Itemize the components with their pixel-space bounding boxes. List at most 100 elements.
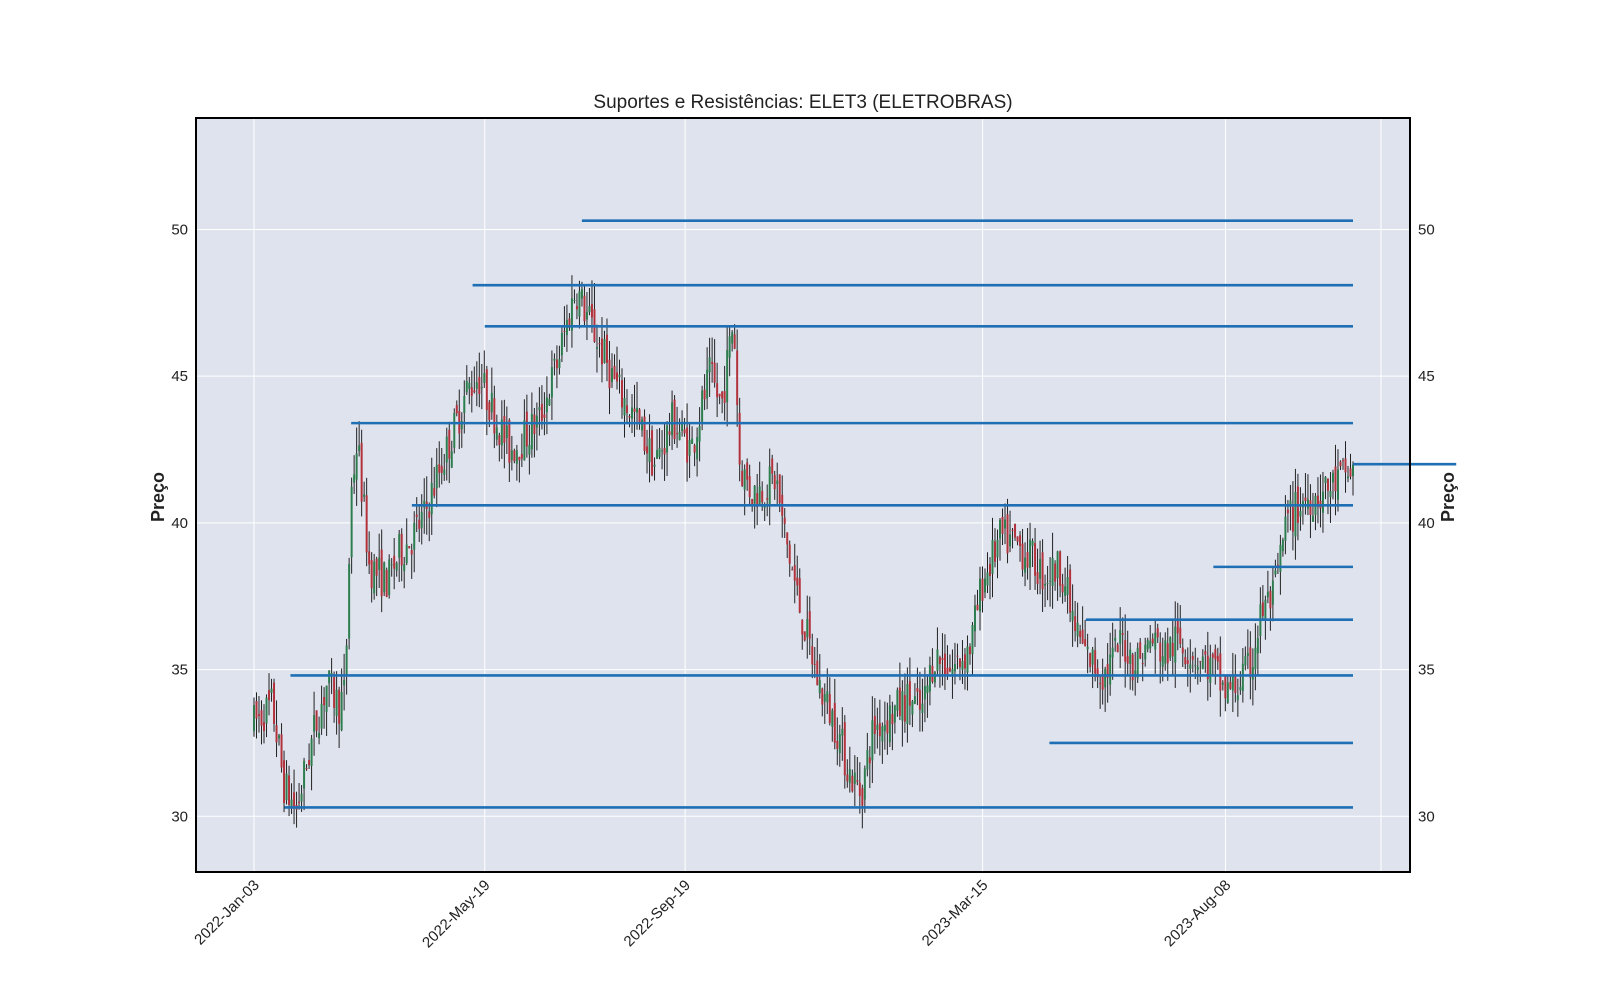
candle (1071, 584, 1074, 647)
chart-title: Suportes e Resistências: ELET3 (ELETROBR… (593, 92, 1012, 113)
candle (1024, 542, 1027, 587)
candle (881, 722, 884, 764)
candle (545, 376, 548, 435)
candle (906, 667, 909, 743)
candle (1061, 573, 1064, 604)
candle (1074, 600, 1077, 642)
candle (798, 568, 801, 614)
candle (921, 678, 924, 732)
candle (388, 554, 391, 599)
candle (348, 557, 351, 650)
candle (643, 409, 646, 455)
candle (613, 354, 616, 380)
candle (731, 330, 734, 352)
candle (796, 555, 799, 596)
candle (343, 653, 346, 711)
candle (1326, 478, 1329, 515)
candle (368, 531, 371, 575)
candle (1291, 481, 1294, 551)
candle (673, 395, 676, 445)
candle (1016, 536, 1019, 546)
candle (1221, 680, 1224, 691)
candle (1064, 567, 1067, 602)
candle (1226, 675, 1229, 704)
candle (403, 556, 406, 589)
candle (1056, 550, 1059, 601)
candle (358, 421, 361, 457)
candle (1274, 559, 1277, 578)
candle (808, 596, 811, 655)
candle (1339, 460, 1342, 470)
candle (1031, 538, 1034, 567)
candle (1034, 527, 1037, 590)
candle (868, 746, 871, 789)
candle (1251, 648, 1254, 706)
candle (898, 662, 901, 721)
candle (555, 345, 558, 389)
candle (618, 359, 621, 394)
candle (1184, 649, 1187, 670)
candle (676, 406, 679, 448)
candle (776, 462, 779, 506)
candle (290, 783, 293, 814)
candle (420, 494, 423, 545)
y-tick-right-1: 35 (1418, 662, 1435, 679)
candle (590, 280, 593, 333)
candle (1066, 556, 1069, 614)
candle (1236, 678, 1239, 717)
candle (1211, 652, 1214, 677)
candle (265, 694, 268, 738)
candle (373, 553, 376, 600)
candle (1114, 629, 1117, 652)
candle (1331, 469, 1334, 500)
candle (283, 750, 286, 813)
candle (278, 733, 281, 746)
candle (538, 387, 541, 436)
candle (966, 635, 969, 691)
candle (1109, 632, 1112, 696)
candle (523, 399, 526, 461)
candle (1101, 658, 1104, 705)
candle (1106, 643, 1109, 703)
candle (1256, 625, 1259, 676)
candle (1204, 645, 1207, 673)
y-tick-right-0: 30 (1418, 808, 1435, 825)
candle (748, 464, 751, 506)
candle (878, 699, 881, 756)
y-tick-left-3: 45 (171, 368, 188, 385)
candle (390, 558, 393, 577)
support-resistance-levels (284, 219, 1457, 809)
candle (1126, 630, 1129, 676)
candle (1279, 534, 1282, 595)
candle (578, 280, 581, 329)
candle (323, 687, 326, 729)
candle (989, 557, 992, 600)
candle (418, 506, 421, 542)
candle (263, 704, 266, 744)
candle (1186, 647, 1189, 687)
candle (360, 429, 363, 517)
candle (936, 627, 939, 677)
candle (1246, 629, 1249, 670)
candle (493, 385, 496, 449)
candle (953, 642, 956, 685)
candle (1269, 586, 1272, 631)
candle (603, 330, 606, 364)
candle (711, 337, 714, 383)
candle (465, 365, 468, 395)
candle (530, 392, 533, 458)
candle (773, 470, 776, 500)
candle (1194, 647, 1197, 680)
candle (913, 683, 916, 705)
candle (943, 634, 946, 690)
candle (1004, 503, 1007, 545)
candle (483, 350, 486, 388)
candle (1334, 444, 1337, 516)
candle (1234, 654, 1237, 703)
candle (610, 353, 613, 388)
candle (573, 289, 576, 304)
candle (648, 414, 651, 483)
candle (723, 365, 726, 421)
candle (535, 402, 538, 451)
candle (1044, 574, 1047, 608)
